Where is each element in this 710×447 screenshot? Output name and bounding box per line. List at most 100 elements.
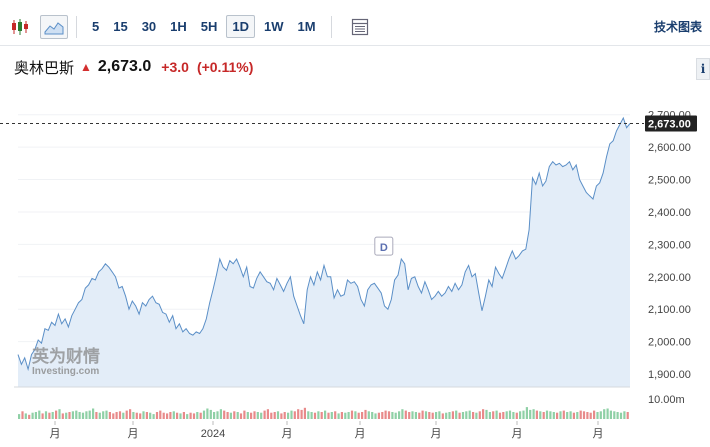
- volume-bar: [68, 412, 71, 419]
- volume-bar: [55, 410, 58, 419]
- volume-bar: [287, 412, 290, 419]
- volume-bar: [431, 412, 434, 419]
- volume-bar: [31, 412, 34, 419]
- price-line: [17, 116, 631, 372]
- volume-bar: [216, 411, 219, 419]
- volume-bar: [155, 412, 159, 419]
- volume-bar: [374, 413, 377, 419]
- volume-bar: [357, 412, 360, 419]
- volume-bar: [502, 412, 505, 419]
- y-tick-label: 2,300.00: [648, 239, 691, 251]
- volume-bar: [229, 412, 232, 419]
- volume-bar: [354, 411, 357, 419]
- timeframe-5[interactable]: 5: [92, 19, 100, 34]
- volume-bar: [411, 411, 414, 419]
- y-tick-label: 1,900.00: [648, 369, 691, 381]
- volume-bar: [445, 412, 448, 419]
- volume-bar: [21, 411, 24, 419]
- timeframe-1m[interactable]: 1M: [297, 19, 316, 34]
- volume-bar: [478, 411, 481, 419]
- volume-bar: [603, 409, 606, 419]
- volume-bar: [135, 412, 138, 419]
- dividend-marker[interactable]: D: [374, 236, 394, 256]
- volume-bar: [75, 410, 78, 419]
- timeframe-1w[interactable]: 1W: [264, 19, 284, 34]
- volume-bar: [391, 412, 394, 419]
- volume-bar: [95, 412, 98, 419]
- table-view-icon[interactable]: [346, 15, 374, 39]
- price-chart[interactable]: 1,900.00 2,000.00 2,100.00 2,200.00 2,300.00…: [0, 85, 710, 447]
- candlestick-icon[interactable]: [6, 15, 34, 39]
- volume-bar: [108, 412, 111, 419]
- x-tick-label: 月: [282, 428, 293, 440]
- volume-bar: [613, 411, 616, 419]
- info-button[interactable]: i: [696, 58, 710, 80]
- volume-bar: [542, 412, 545, 419]
- volume-bar: [102, 411, 105, 419]
- volume-bar: [166, 413, 169, 419]
- volume-bar: [186, 414, 189, 419]
- volume-bars: [18, 407, 629, 419]
- timeframe-5h[interactable]: 5H: [200, 19, 218, 34]
- volume-bar: [435, 412, 438, 419]
- volume-bar: [28, 414, 31, 419]
- volume-bar: [219, 409, 222, 419]
- last-price: 2,673.0: [97, 58, 152, 75]
- y-tick-label: 2,400.00: [648, 207, 691, 219]
- volume-bar: [196, 412, 199, 419]
- volume-bar: [599, 411, 602, 419]
- volume-bar: [142, 411, 145, 419]
- volume-bar: [364, 409, 367, 419]
- area-chart-icon[interactable]: [40, 14, 68, 39]
- volume-bar: [330, 412, 333, 419]
- volume-bar: [438, 411, 441, 419]
- volume-bar: [589, 412, 592, 419]
- volume-bar: [61, 413, 64, 419]
- volume-bar: [485, 409, 488, 419]
- volume-bar: [367, 411, 370, 419]
- volume-bar: [539, 411, 542, 419]
- volume-bar: [522, 410, 525, 419]
- volume-bar: [276, 411, 280, 419]
- y-tick-label: 2,100.00: [648, 304, 691, 316]
- volume-bar: [176, 412, 179, 419]
- timeframe-1h[interactable]: 1H: [170, 19, 187, 34]
- timeframe-1d[interactable]: 1D: [226, 15, 256, 38]
- volume-bar: [387, 411, 391, 419]
- volume-bar: [451, 411, 454, 419]
- volume-bar: [609, 410, 612, 419]
- volume-bar: [34, 412, 37, 419]
- volume-bar: [545, 410, 549, 419]
- volume-bar: [65, 412, 68, 419]
- volume-bar: [44, 411, 48, 419]
- x-tick-label: 月: [50, 428, 61, 440]
- volume-bar: [525, 407, 528, 419]
- logo-text-en: Investing.com: [32, 366, 99, 377]
- timeframe-group: 5 15 30 1H 5H 1D 1W 1M: [85, 15, 323, 38]
- volume-bar: [273, 412, 276, 419]
- volume-bar: [377, 412, 380, 419]
- volume-bar: [317, 411, 320, 419]
- volume-bar: [260, 412, 263, 419]
- timeframe-30[interactable]: 30: [141, 19, 157, 34]
- volume-bar: [92, 408, 95, 419]
- investing-logo: 英为财情 Investing.com: [32, 346, 100, 377]
- volume-bar: [236, 412, 239, 419]
- volume-bar: [552, 412, 555, 419]
- volume-bar: [562, 410, 565, 419]
- volume-bar: [556, 412, 559, 419]
- volume-bar: [283, 412, 286, 419]
- volume-bar: [492, 411, 495, 419]
- volume-bar: [461, 412, 465, 419]
- volume-bar: [495, 410, 498, 419]
- volume-bar: [582, 411, 586, 419]
- volume-bar: [85, 411, 88, 419]
- timeframe-15[interactable]: 15: [113, 19, 128, 34]
- volume-bar: [596, 412, 599, 419]
- volume-bar: [293, 411, 296, 419]
- volume-bar: [213, 412, 216, 419]
- technical-chart-link[interactable]: 技术图表: [653, 20, 702, 34]
- instrument-name: 奥林巴斯: [14, 59, 75, 77]
- volume-bar: [398, 411, 401, 419]
- volume-bar: [169, 412, 172, 419]
